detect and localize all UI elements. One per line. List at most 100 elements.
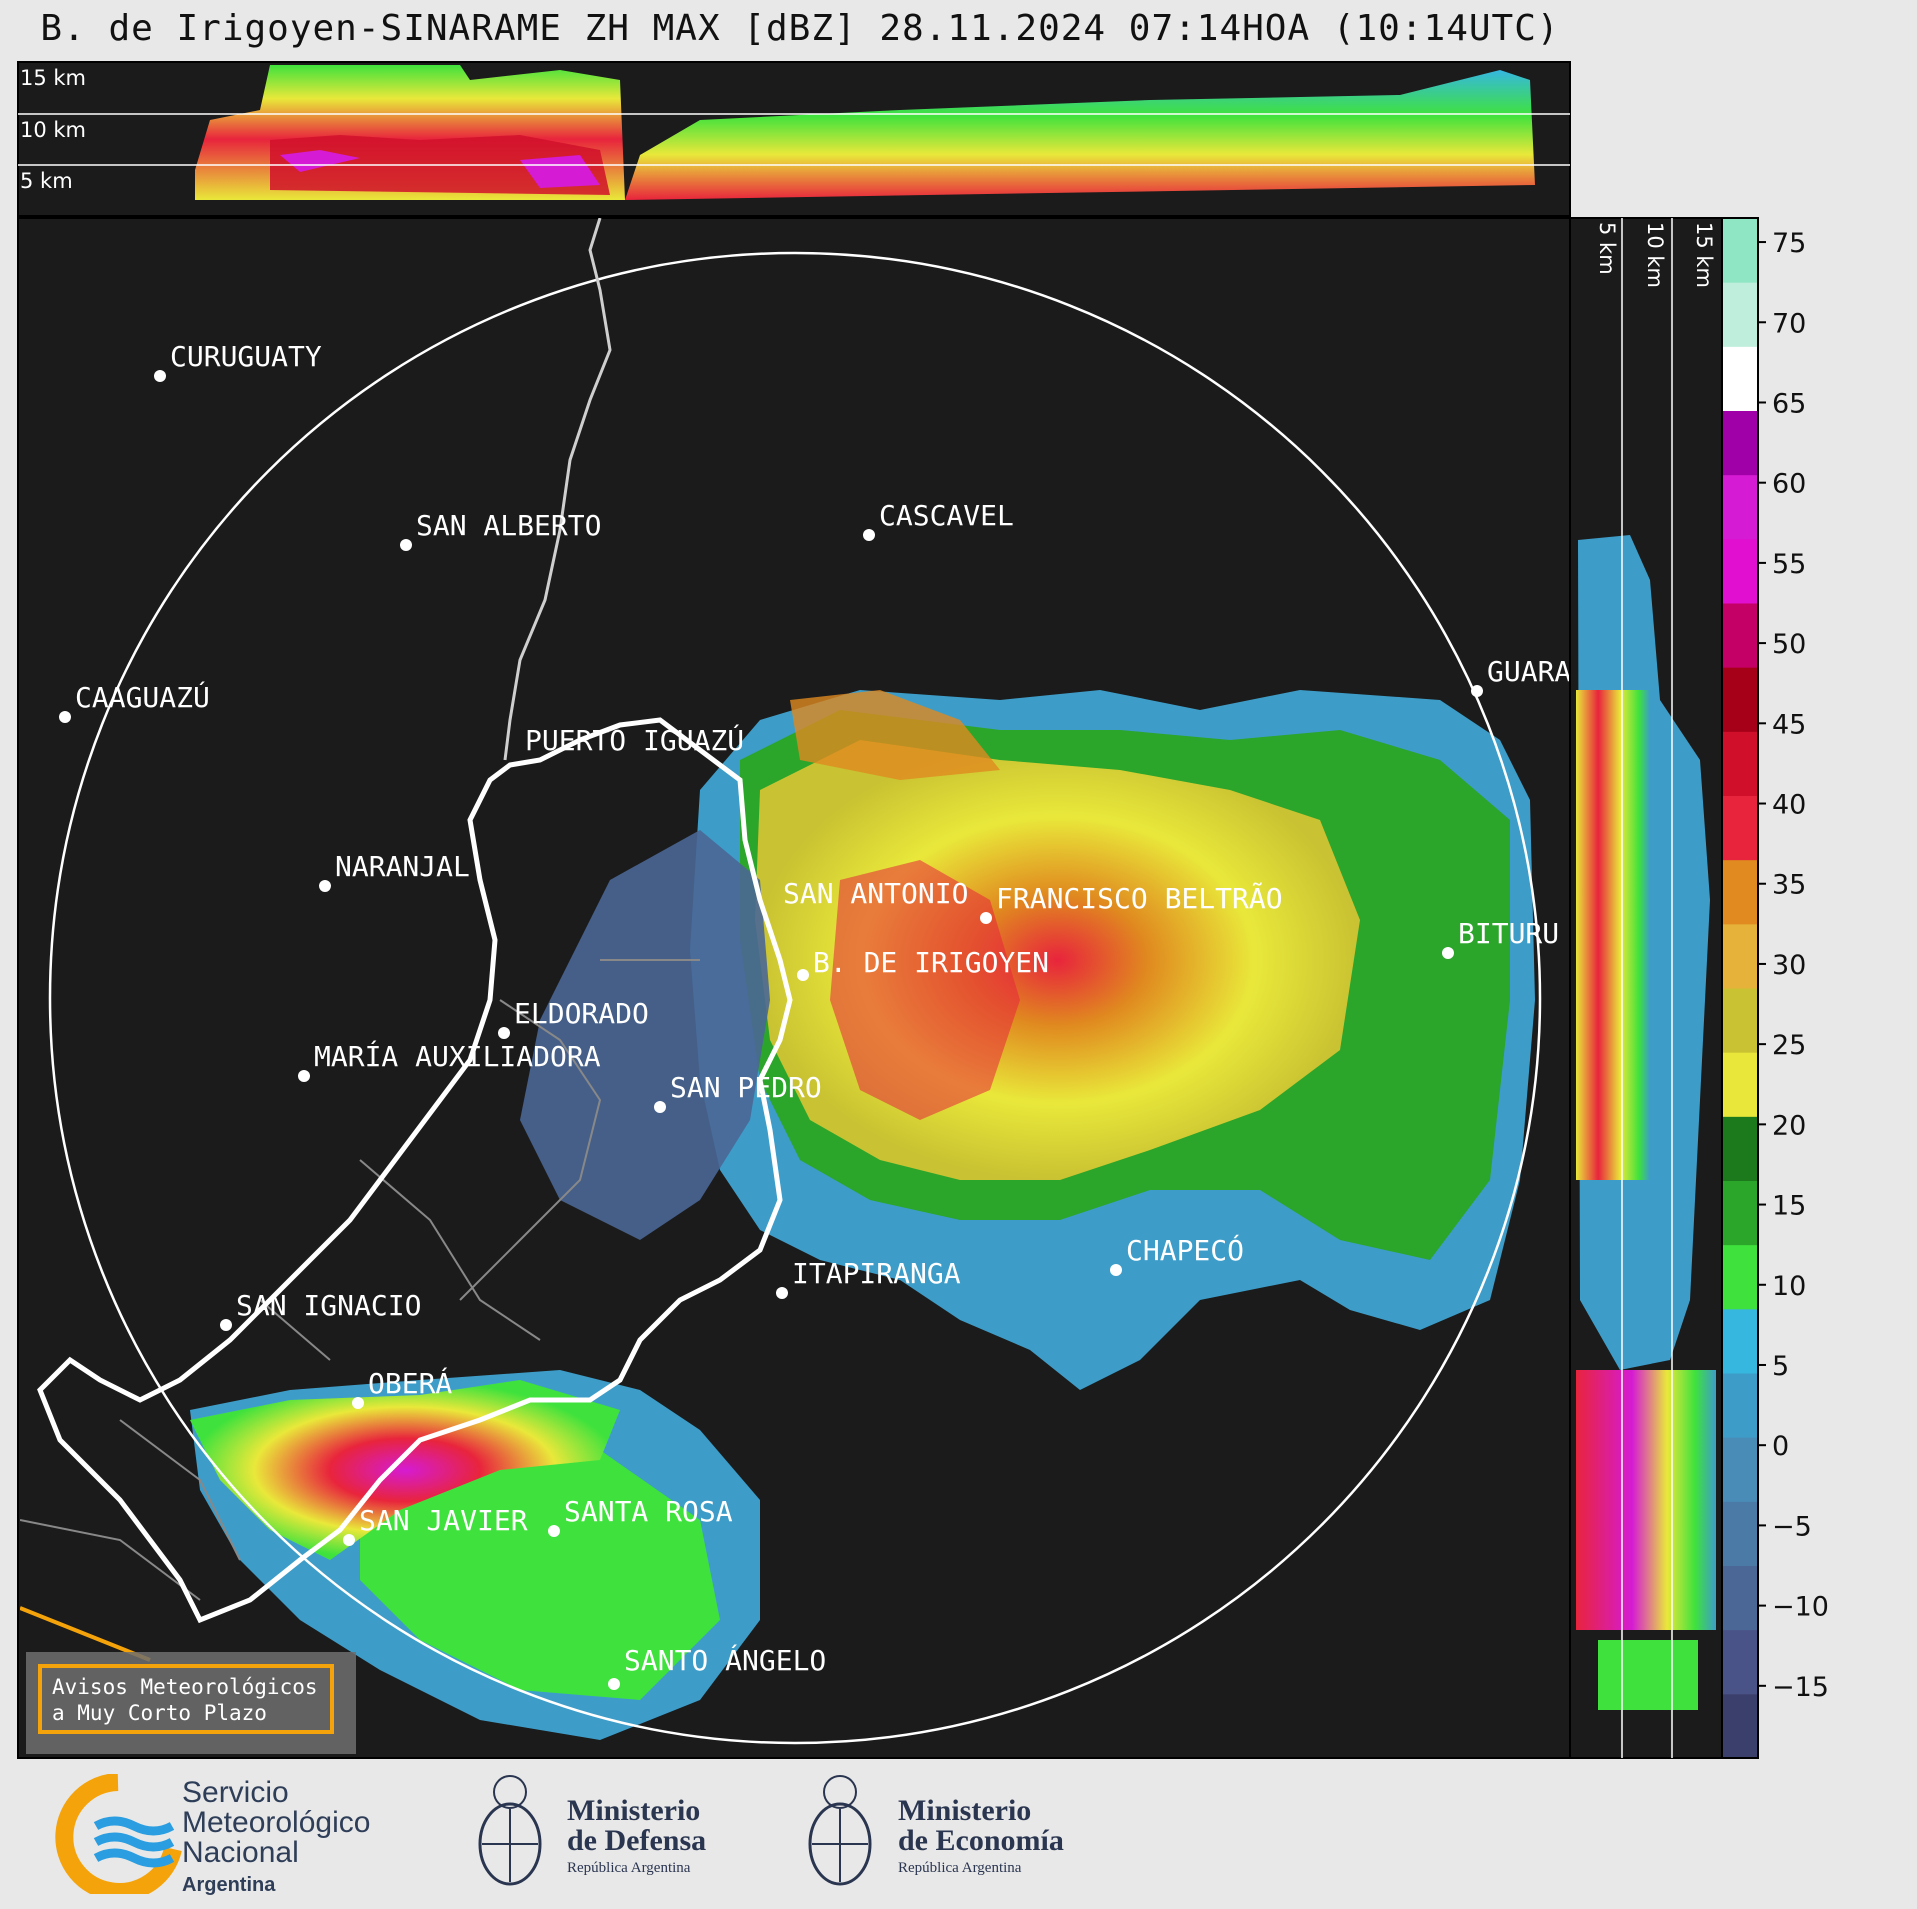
colorbar-tick-label: 70 — [1772, 308, 1806, 339]
city-marker — [498, 1027, 510, 1039]
city-marker — [980, 912, 992, 924]
colorbar-tick-label: 20 — [1772, 1110, 1806, 1141]
city-marker — [1442, 947, 1454, 959]
side-height-panel: 5 km 10 km 15 km — [1569, 217, 1723, 1759]
colorbar-tick-label: 45 — [1772, 709, 1806, 740]
colorbar-swatch — [1722, 667, 1758, 732]
echo-west-blue — [520, 830, 770, 1240]
colorbar-tick-label: 5 — [1772, 1351, 1789, 1382]
defensa-logo-text: Ministerio de Defensa República Argentin… — [567, 1796, 706, 1877]
colorbar-swatch — [1722, 1565, 1758, 1631]
colorbar-swatch — [1722, 538, 1758, 604]
colorbar-swatch — [1722, 1180, 1758, 1246]
argentina-seal-icon — [478, 1775, 542, 1886]
city-marker — [1471, 685, 1483, 697]
city-marker — [608, 1678, 620, 1690]
defensa-sub: República Argentina — [567, 1860, 691, 1876]
province-lines — [20, 959, 700, 1601]
colorbar-swatch — [1722, 1052, 1758, 1117]
colorbar-tick-label: 50 — [1772, 629, 1806, 660]
chart-title: B. de Irigoyen-SINARAME ZH MAX [dBZ] 28.… — [40, 8, 1560, 49]
border-argentina — [37, 717, 793, 1624]
colorbar-swatch — [1722, 1244, 1758, 1310]
argentina-seal-icon — [808, 1775, 872, 1886]
city-marker — [863, 529, 875, 541]
colorbar-swatch — [1722, 988, 1758, 1053]
range-ring — [48, 251, 1542, 1745]
city-label: CAAGUAZÚ — [75, 680, 210, 714]
city-label: CURUGUATY — [170, 340, 322, 373]
smn-sub: Argentina — [182, 1874, 276, 1896]
city-label: ELDORADO — [514, 997, 649, 1030]
colorbar-swatch — [1722, 923, 1758, 989]
city-label: PUERTO IGUAZÚ — [525, 723, 744, 757]
colorbar-swatch — [1722, 218, 1758, 283]
colorbar-swatch — [1722, 603, 1758, 668]
smn-logo-icon — [55, 1774, 182, 1894]
city-label: SANTO ÁNGELO — [624, 1643, 826, 1677]
city-marker — [1110, 1264, 1122, 1276]
colorbar-tick-label: 75 — [1772, 228, 1806, 259]
side-height-label: 10 km — [1643, 222, 1667, 288]
top-height-label: 5 km — [20, 169, 73, 193]
economia-sub: República Argentina — [898, 1860, 1022, 1876]
city-label: CASCAVEL — [879, 499, 1014, 532]
colorbar-swatch — [1722, 474, 1758, 540]
aviso-line2: a Muy Corto Plazo — [52, 1701, 267, 1725]
smn-line3: Nacional — [182, 1836, 299, 1869]
colorbar-swatch — [1722, 1308, 1758, 1374]
echo-south-green — [360, 1430, 720, 1700]
top-height-label: 15 km — [20, 66, 86, 90]
city-marker — [298, 1070, 310, 1082]
echo-south-core — [190, 1380, 620, 1560]
city-marker — [797, 969, 809, 981]
smn-line2: Meteorológico — [182, 1806, 371, 1839]
colorbar-tick-label: 0 — [1772, 1431, 1789, 1462]
smn-line1: Servicio — [182, 1776, 289, 1809]
colorbar-swatch — [1722, 1501, 1758, 1566]
city-label: B. DE IRIGOYEN — [813, 946, 1049, 979]
economia-logo-text: Ministerio de Economía República Argenti… — [898, 1796, 1064, 1877]
colorbar-tick-label: −5 — [1772, 1511, 1812, 1542]
city-marker — [220, 1319, 232, 1331]
colorbar-tick-label: 40 — [1772, 790, 1806, 821]
colorbar-tick-label: 35 — [1772, 870, 1806, 901]
city-label: SAN JAVIER — [359, 1504, 528, 1537]
echo-north-cells — [790, 690, 1000, 780]
colorbar-tick-label: 10 — [1772, 1271, 1806, 1302]
colorbar-tick-label: 25 — [1772, 1030, 1806, 1061]
economia-line1: Ministerio — [898, 1794, 1032, 1827]
city-label: SAN ANTONIO — [783, 877, 968, 910]
colorbar-swatch — [1722, 346, 1758, 411]
colorbar-tick-label: 30 — [1772, 950, 1806, 981]
city-label: SAN PEDRO — [670, 1071, 822, 1104]
colorbar-swatch — [1722, 1373, 1758, 1438]
city-label: SAN IGNACIO — [236, 1289, 421, 1322]
colorbar-swatch — [1722, 859, 1758, 925]
city-marker — [343, 1534, 355, 1546]
colorbar-swatch — [1722, 1437, 1758, 1502]
city-label: SAN ALBERTO — [416, 509, 601, 542]
city-label: BITURU — [1458, 917, 1559, 950]
city-label: NARANJAL — [335, 850, 470, 883]
city-marker — [319, 880, 331, 892]
colorbar-tick-label: −15 — [1772, 1672, 1829, 1703]
colorbar-swatch — [1722, 410, 1758, 476]
city-label: CHAPECÓ — [1126, 1233, 1244, 1267]
echo-core — [830, 860, 1020, 1120]
smn-logo-text: Servicio Meteorológico Nacional Argentin… — [182, 1778, 370, 1900]
radar-figure: 15 km 10 km 5 km — [17, 61, 1829, 1759]
city-label: OBERÁ — [368, 1366, 452, 1400]
colorbar-tick-label: 55 — [1772, 549, 1806, 580]
colorbar-tick-label: −10 — [1772, 1592, 1829, 1623]
aviso-panel[interactable]: Avisos Meteorológicos a Muy Corto Plazo — [26, 1652, 356, 1754]
alert-line — [20, 1606, 151, 1662]
colorbar-swatch — [1722, 1693, 1758, 1759]
city-label: ITAPIRANGA — [792, 1257, 961, 1290]
side-height-label: 5 km — [1595, 222, 1619, 275]
city-label: GUARA — [1487, 655, 1571, 688]
side-height-label: 15 km — [1692, 222, 1716, 288]
defensa-line2: de Defensa — [567, 1824, 707, 1857]
city-marker — [776, 1287, 788, 1299]
